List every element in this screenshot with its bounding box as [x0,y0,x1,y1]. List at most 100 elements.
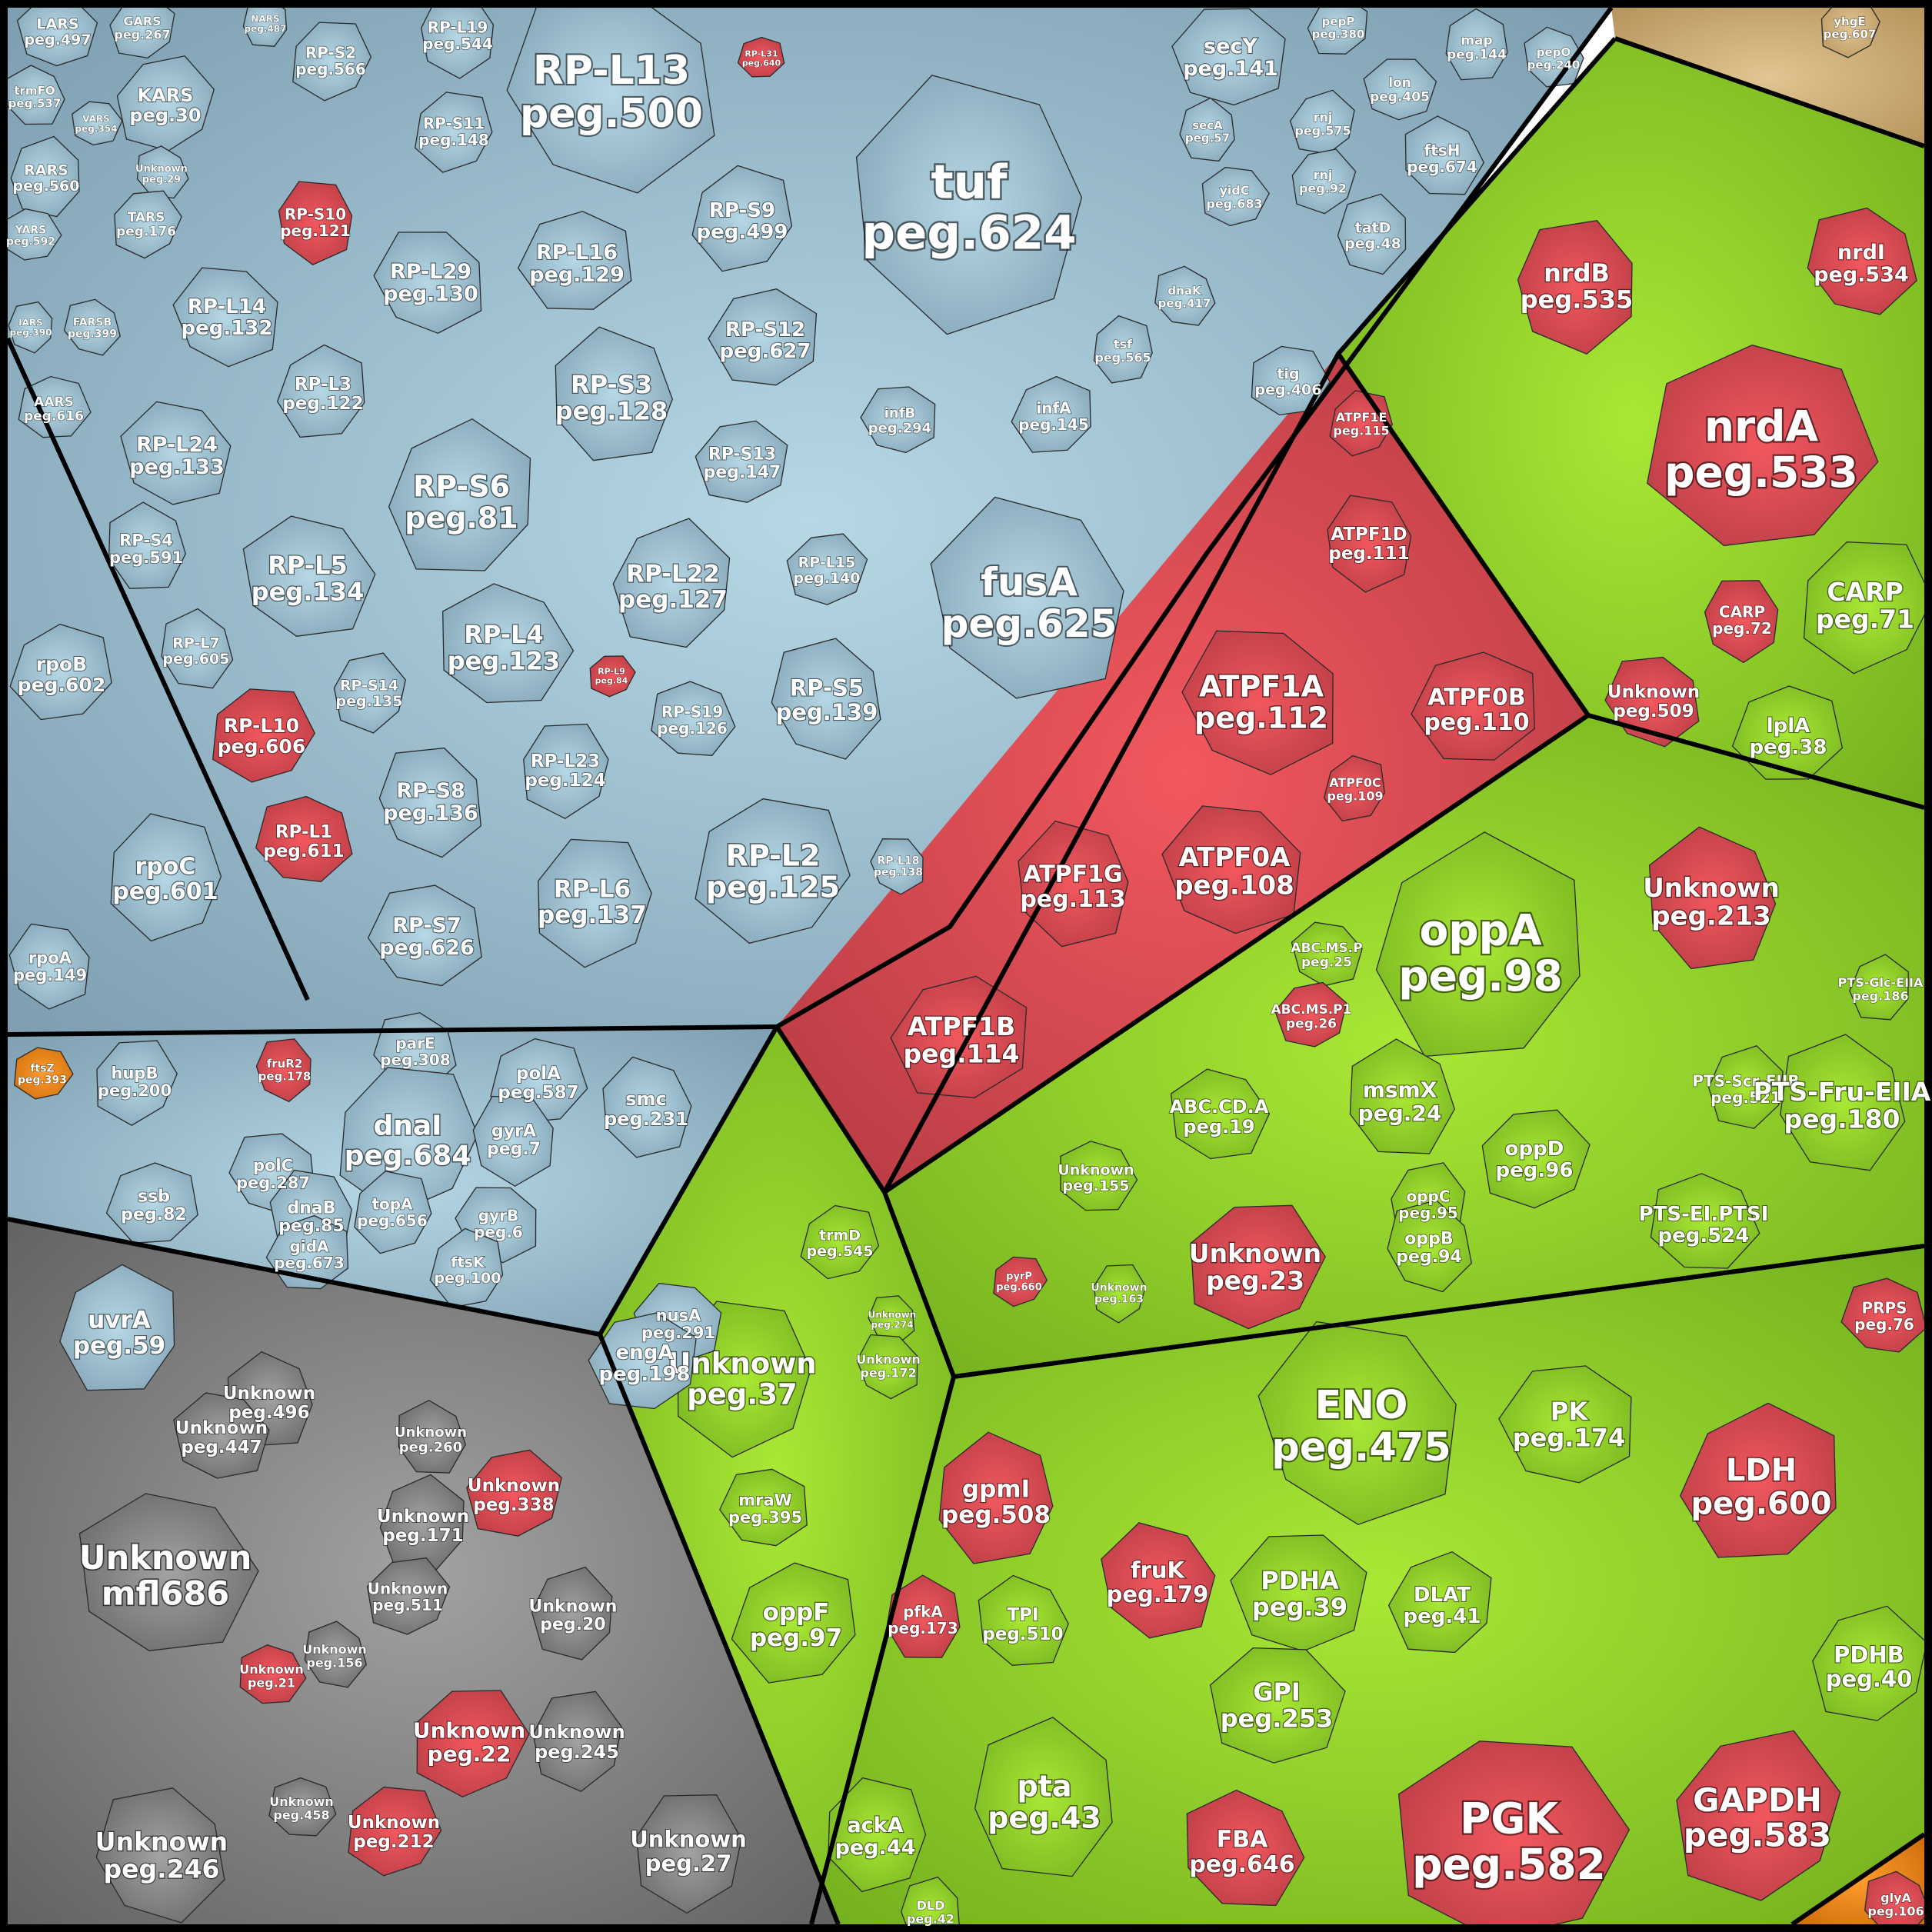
cell-label: trmD peg.545 [807,1227,874,1261]
gene-id: peg.245 [535,1741,619,1763]
cell-pta-peg-43 [974,1717,1113,1877]
gene-id: peg.29 [142,174,181,185]
gene-name: tig [1277,366,1299,383]
gene-id: peg.656 [357,1211,428,1230]
gene-id: peg.109 [1327,788,1383,803]
gene-name: ABC.CD.A [1170,1096,1269,1118]
gene-id: peg.626 [379,936,475,960]
gene-name: Unknown [668,1347,816,1381]
gene-id: peg.113 [1020,886,1125,913]
gene-name: LDH [1726,1453,1797,1488]
cell-gida-peg-673 [265,1214,349,1290]
cell-secy-peg-141 [1171,8,1286,106]
cell-label: GARS peg.267 [114,14,170,42]
cell-rp-l7-peg-605 [161,608,234,689]
gene-id: peg.395 [728,1508,802,1527]
gene-id: peg.48 [1344,235,1401,252]
gene-id: peg.133 [129,455,225,479]
gene-name: nrdA [1704,401,1819,451]
gene-name: RP-L13 [533,48,690,94]
gene-id: peg.231 [604,1108,688,1130]
cell-label: GPI peg.253 [1221,1677,1333,1734]
cell-label: rpoB peg.602 [18,653,105,696]
cell-carp-peg-72 [1704,580,1779,664]
gene-id: peg.44 [835,1836,916,1860]
cell-rp-l5-peg-134 [242,515,376,637]
gene-name: oppD [1505,1138,1564,1161]
gene-id: peg.137 [538,901,647,929]
gene-name: CARP [1827,577,1903,607]
gene-id: peg.213 [1651,901,1771,932]
gene-id: peg.23 [1206,1266,1304,1296]
cell-label: ATPF0A peg.108 [1174,842,1294,901]
gene-name: tatD [1355,220,1391,237]
gene-id: peg.640 [742,58,781,68]
gene-name: fruR2 [267,1057,303,1071]
gene-name: PTS-Fru-EIIA [1754,1077,1931,1107]
cell-pdha-peg-39 [1230,1534,1367,1652]
gene-id: peg.606 [218,735,305,758]
gene-name: Unknown [1091,1281,1147,1294]
cell-mraw-peg-395 [719,1468,808,1547]
gene-name: parE [395,1034,435,1053]
gene-id: peg.198 [598,1363,690,1386]
cell-vars-peg-354 [72,101,123,146]
cell-gars-peg-267 [109,8,175,59]
gene-id: peg.22 [428,1741,511,1767]
cell-label: PTS-Glc-EIIA peg.186 [1838,975,1924,1003]
cell-rpoc-peg-601 [110,813,222,942]
gene-name: pepO [1537,45,1571,59]
gene-id: peg.380 [1312,27,1365,41]
gene-id: peg.253 [1221,1704,1333,1734]
gene-id: peg.660 [996,1281,1042,1293]
cell-pdhb-peg-40 [1812,1605,1924,1721]
gene-id: peg.565 [1094,350,1151,365]
gene-id: peg.112 [1194,701,1328,734]
gene-name: ATPF1B [908,1011,1015,1041]
gene-name: pfkA [903,1603,943,1621]
gene-name: RP-L10 [224,715,299,737]
cell-label: Unknown mfl686 [79,1539,252,1613]
gene-name: Unknown [413,1718,525,1744]
cell-label: oppF peg.97 [750,1598,842,1651]
gene-name: RP-S13 [708,445,776,464]
gene-id: peg.524 [1657,1224,1749,1247]
cell-label: hupB peg.200 [98,1064,172,1100]
gene-id: peg.605 [163,651,230,668]
cell-label: Unknown peg.22 [413,1718,525,1767]
gene-name: RP-L16 [536,241,618,265]
gene-name: NARS [251,14,279,25]
gene-id: peg.26 [1286,1016,1337,1031]
gene-name: Unknown [1189,1238,1321,1268]
gene-id: peg.260 [399,1439,462,1455]
gene-name: IARS [18,318,43,328]
cell-frur2-peg-178 [255,1038,311,1103]
cell-unknown-peg-163 [1093,1264,1147,1324]
cell-lon-peg-405 [1363,58,1437,121]
gene-name: Unknown [529,1597,618,1616]
gene-name: ATPF1E [1336,410,1387,425]
gene-name: Unknown [269,1794,334,1809]
cell-msmx-peg-24 [1349,1038,1456,1154]
gene-name: Unknown [79,1539,252,1577]
cell-rp-l15-peg-140 [786,533,868,605]
gene-name: GARS [123,14,161,28]
gene-name: RP-S2 [305,44,356,62]
cell-rp-l9-peg-84 [589,655,636,698]
gene-id: peg.625 [941,601,1118,646]
gene-name: Unknown [868,1310,917,1321]
cell-gapdh-peg-583 [1676,1730,1841,1901]
cell-unknown-peg-338 [466,1449,562,1537]
gene-name: Unknown [468,1476,560,1496]
gene-name: polA [516,1064,561,1084]
cell-prps-peg-76 [1840,1277,1924,1353]
gene-id: peg.308 [380,1051,451,1069]
cell-label: pepO peg.240 [1527,45,1581,72]
gene-name: infA [1036,399,1071,418]
cell-label: mraW peg.395 [728,1491,802,1527]
gene-id: peg.39 [1252,1593,1347,1622]
cell-rp-s5-peg-139 [771,638,881,760]
gene-id: peg.127 [618,586,728,614]
gene-id: peg.41 [1404,1605,1481,1628]
cell-yhge-peg-607 [1820,8,1880,58]
